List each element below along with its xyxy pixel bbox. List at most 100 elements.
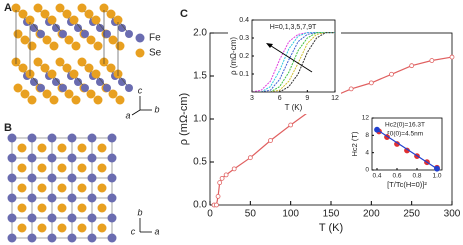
se-atom bbox=[84, 63, 94, 73]
fe-atom bbox=[7, 233, 17, 243]
se-atom bbox=[57, 203, 67, 213]
se-atom bbox=[77, 57, 87, 67]
fe-atom bbox=[37, 30, 45, 38]
field-arrow bbox=[267, 43, 313, 73]
fe-atom bbox=[27, 173, 37, 183]
fe-atom bbox=[27, 153, 37, 163]
se-atom bbox=[71, 41, 81, 51]
legend-label: Se bbox=[149, 48, 162, 59]
fe-atom bbox=[59, 84, 67, 92]
se-atom bbox=[57, 163, 67, 173]
legend-swatch bbox=[135, 33, 145, 43]
x-tick-label: 12 bbox=[331, 95, 339, 102]
se-atom bbox=[42, 35, 52, 45]
fe-atom bbox=[27, 133, 37, 143]
fe-atom bbox=[47, 153, 57, 163]
plot-frame bbox=[371, 117, 443, 171]
fe-atom bbox=[52, 24, 60, 32]
fe-atom bbox=[81, 30, 89, 38]
panel-label: A bbox=[4, 2, 12, 14]
y-axis-label: ρ (mΩ-cm) bbox=[229, 37, 238, 75]
se-atom bbox=[57, 223, 67, 233]
fe-atom bbox=[67, 153, 77, 163]
fe-atom bbox=[74, 78, 82, 86]
se-atom bbox=[47, 69, 57, 79]
data-marker bbox=[374, 126, 380, 133]
fe-atom bbox=[87, 233, 97, 243]
fe-atom bbox=[103, 84, 111, 92]
se-atom bbox=[77, 223, 87, 233]
fe-atom bbox=[87, 153, 97, 163]
se-atom bbox=[64, 35, 74, 45]
se-atom bbox=[37, 143, 47, 153]
x-tick-label: 0.6 bbox=[392, 173, 401, 180]
se-atom bbox=[40, 9, 50, 19]
se-atom bbox=[108, 35, 118, 45]
data-line bbox=[376, 129, 438, 170]
fe-atom bbox=[67, 133, 77, 143]
data-marker bbox=[409, 63, 415, 69]
data-marker bbox=[268, 138, 273, 143]
fe-atom bbox=[67, 193, 77, 203]
se-atom bbox=[18, 9, 28, 19]
fe-atom bbox=[125, 30, 133, 38]
fe-atom bbox=[107, 173, 117, 183]
fe-atom bbox=[59, 30, 67, 38]
se-atom bbox=[115, 95, 125, 105]
data-marker bbox=[348, 86, 354, 92]
fe-atom bbox=[30, 78, 38, 86]
fe-atom bbox=[103, 30, 111, 38]
x-axis-label: [T/Tc(H=0)]² bbox=[387, 180, 427, 189]
se-atom bbox=[37, 223, 47, 233]
fe-atom bbox=[27, 193, 37, 203]
x-tick-label: 300 bbox=[444, 209, 461, 220]
se-atom bbox=[77, 203, 87, 213]
data-marker bbox=[217, 180, 223, 186]
fe-atom bbox=[107, 133, 117, 143]
y-axis-label: ρ (mΩ-cm) bbox=[178, 93, 190, 145]
se-atom bbox=[77, 163, 87, 173]
se-atom bbox=[17, 183, 27, 193]
data-line bbox=[252, 32, 335, 93]
fe-atom bbox=[118, 78, 126, 86]
fe-atom bbox=[67, 233, 77, 243]
fe-atom bbox=[107, 153, 117, 163]
fe-atom bbox=[96, 78, 104, 86]
x-tick-label: 200 bbox=[363, 209, 380, 220]
se-atom bbox=[93, 41, 103, 51]
fe-atom bbox=[52, 78, 60, 86]
data-marker bbox=[429, 58, 435, 63]
x-tick-label: 250 bbox=[403, 209, 420, 220]
fe-atom bbox=[37, 84, 45, 92]
x-tick-label: 0.4 bbox=[372, 173, 381, 180]
se-atom bbox=[77, 3, 87, 13]
fe-atom bbox=[81, 84, 89, 92]
data-marker bbox=[449, 54, 455, 60]
se-atom bbox=[13, 29, 23, 39]
axis-arrow bbox=[131, 109, 141, 116]
se-atom bbox=[11, 3, 21, 13]
fe-atom bbox=[87, 133, 97, 143]
se-atom bbox=[62, 63, 72, 73]
legend-swatch bbox=[135, 48, 145, 58]
fe-atom bbox=[7, 173, 17, 183]
se-atom bbox=[18, 63, 28, 73]
se-atom bbox=[99, 3, 109, 13]
y-tick-label: 0.3 bbox=[239, 35, 249, 42]
se-atom bbox=[97, 183, 107, 193]
se-atom bbox=[27, 41, 37, 51]
se-atom bbox=[27, 95, 37, 105]
se-atom bbox=[97, 163, 107, 173]
se-atom bbox=[77, 143, 87, 153]
se-atom bbox=[69, 69, 79, 79]
se-atom bbox=[37, 203, 47, 213]
x-tick-label: 50 bbox=[245, 209, 257, 220]
fe-atom bbox=[7, 153, 17, 163]
se-atom bbox=[106, 9, 116, 19]
field-arrowhead bbox=[266, 43, 273, 48]
fe-atom bbox=[74, 24, 82, 32]
y-tick-label: 2.0 bbox=[193, 28, 207, 39]
se-atom bbox=[20, 89, 30, 99]
fe-atom bbox=[107, 193, 117, 203]
